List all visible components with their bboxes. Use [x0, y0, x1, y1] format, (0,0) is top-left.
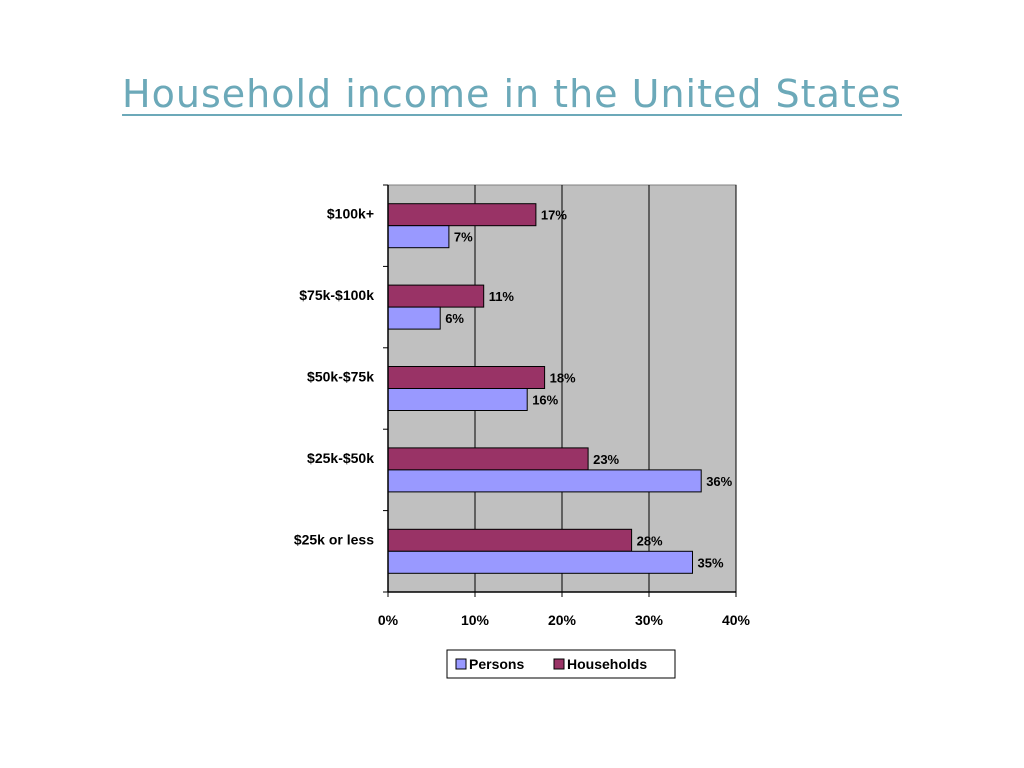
x-tick-label: 20%	[548, 612, 577, 628]
data-label: 28%	[637, 533, 663, 548]
bar-persons	[387, 469, 702, 493]
data-label: 18%	[550, 371, 576, 386]
legend-swatch-persons	[455, 658, 467, 670]
bar-households	[387, 366, 546, 389]
axes	[383, 184, 737, 597]
category-label: $75k-$100k	[299, 287, 374, 303]
data-label: 36%	[706, 474, 732, 489]
bar-persons	[387, 225, 450, 249]
data-label: 35%	[698, 555, 724, 570]
x-tick-label: 0%	[378, 612, 399, 628]
bar-households	[387, 284, 485, 308]
data-label: 7%	[454, 230, 473, 245]
legend-swatch-households	[553, 658, 565, 670]
data-label: 11%	[489, 289, 515, 304]
x-tick-label: 10%	[461, 612, 490, 628]
slide-title[interactable]: Household income in the United States	[122, 72, 902, 116]
category-label: $25k-$50k	[307, 450, 374, 466]
data-label: 17%	[541, 208, 567, 223]
bar-persons	[387, 388, 528, 411]
category-label: $25k or less	[294, 531, 374, 547]
bar-households	[387, 528, 633, 552]
x-tick-label: 30%	[635, 612, 664, 628]
bar-persons	[387, 306, 441, 330]
bar-households	[387, 203, 537, 227]
category-label: $100k+	[327, 206, 374, 222]
bars	[387, 203, 702, 574]
legend-label-households: Households	[567, 656, 647, 672]
category-label: $50k-$75k	[307, 369, 374, 385]
labels: 0% 10% 20% 30% 40% $100k+ 17% 7% $75k-$100k 11% 6%…	[294, 206, 751, 628]
data-label: 23%	[593, 452, 619, 467]
x-tick-label: 40%	[722, 612, 751, 628]
legend: Persons Households	[446, 649, 676, 679]
bar-households	[387, 447, 589, 471]
data-label: 6%	[445, 311, 464, 326]
legend-label-persons: Persons	[469, 656, 524, 672]
data-label: 16%	[532, 393, 558, 408]
bar-persons	[387, 550, 693, 574]
